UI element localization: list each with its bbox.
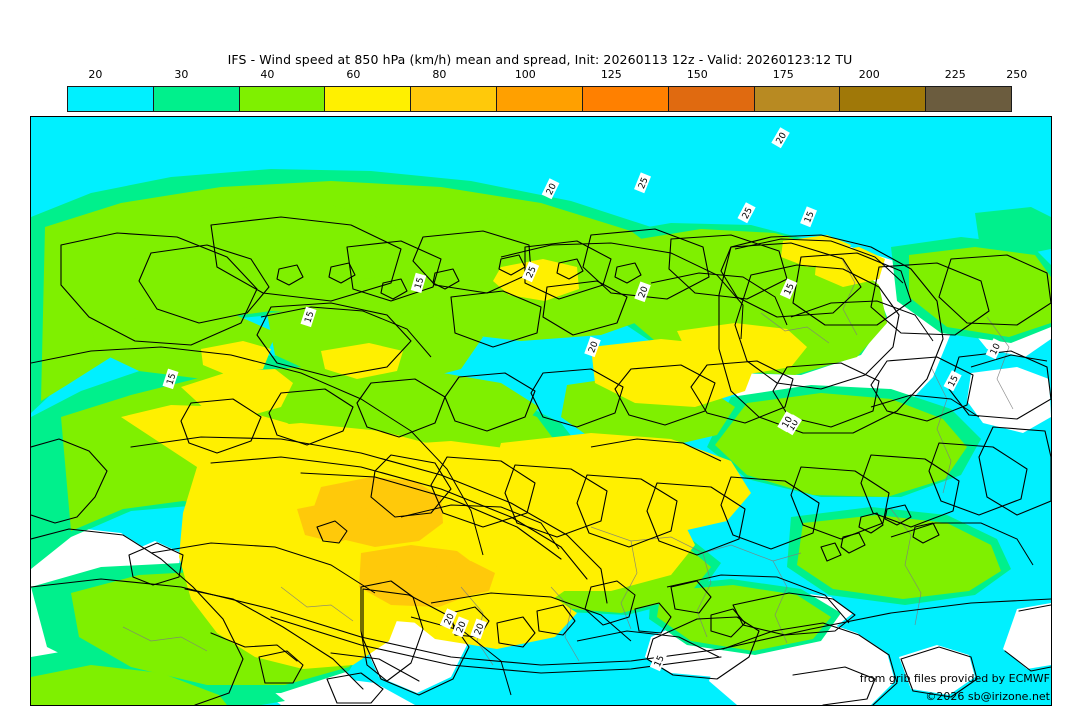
credit-copyright-text: ©2026 sb@irizone.net [925,690,1050,703]
colorbar-segment-olive-brown [926,87,1011,111]
colorbar-segment-spring-green [153,87,240,111]
page-title: IFS - Wind speed at 850 hPa (km/h) mean … [227,52,853,67]
colorbar-tick-40: 40 [260,68,275,81]
colorbar-segment-dark-gold [840,87,927,111]
svg-text:25: 25 [525,265,539,280]
colorbar-tick-225: 225 [944,68,966,81]
svg-text:20: 20 [455,620,469,635]
colorbar-tick-250: 250 [1006,68,1028,81]
svg-text:20: 20 [443,612,457,627]
filled-contour-layer [31,117,1051,705]
svg-text:15: 15 [165,372,178,386]
colorbar-tick-30: 30 [174,68,189,81]
credit-source-text: from grib files provided by ECMWF [859,672,1050,685]
colorbar-segments [67,86,1012,112]
colorbar-tick-150: 150 [686,68,708,81]
colorbar-tick-125: 125 [600,68,622,81]
map-canvas[interactable]: 15 25 20 25 [30,116,1052,706]
svg-text:15: 15 [414,276,427,290]
colorbar-segment-burnt-orange [668,87,755,111]
colorbar [67,86,1012,112]
svg-text:15: 15 [303,310,316,324]
colorbar-segment-amber [411,87,498,111]
band-amber [297,477,495,607]
map-svg: 15 25 20 25 [31,117,1051,705]
spread-contour-labels: 15 25 20 25 [162,127,1004,672]
svg-text:10: 10 [989,342,1003,357]
spread-contour-layer [31,238,1048,696]
colorbar-tick-60: 60 [346,68,361,81]
svg-text:20: 20 [637,285,650,299]
svg-text:15: 15 [947,374,961,389]
colorbar-tick-175: 175 [772,68,794,81]
colorbar-tick-80: 80 [432,68,447,81]
svg-text:15: 15 [803,210,817,224]
colorbar-tick-20: 20 [88,68,103,81]
svg-text:25: 25 [637,176,651,190]
svg-text:15: 15 [653,654,667,669]
svg-text:20: 20 [473,622,486,636]
coastline-layer [31,216,1051,705]
colorbar-segment-dark-goldenrod [754,87,841,111]
svg-text:25: 25 [741,206,755,221]
colorbar-segment-dark-orange [582,87,669,111]
colorbar-tick-200: 200 [858,68,880,81]
colorbar-tick-100: 100 [514,68,536,81]
svg-text:20: 20 [545,182,559,197]
colorbar-segment-orange [497,87,583,111]
colorbar-segment-cyan [68,87,154,111]
country-borders-layer [122,256,1014,666]
colorbar-segment-yellow [325,87,412,111]
colorbar-segment-chartreuse [239,87,326,111]
svg-text:20: 20 [587,340,600,354]
colorbar-tick-labels: 20 30 40 60 80 100 125 150 175 200 225 2… [67,68,1027,84]
svg-text:15: 15 [783,282,797,297]
